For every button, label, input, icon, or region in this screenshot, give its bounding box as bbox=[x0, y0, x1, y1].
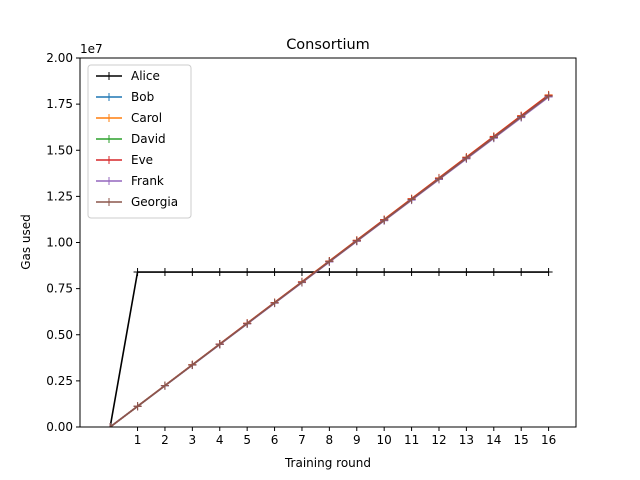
y-tick-label: 2.00 bbox=[46, 51, 73, 65]
x-tick-label: 6 bbox=[271, 433, 279, 447]
data-point-alice bbox=[133, 268, 142, 277]
data-point-georgia bbox=[407, 195, 416, 204]
data-point-alice bbox=[462, 268, 471, 277]
series-georgia bbox=[106, 92, 553, 427]
data-point-alice bbox=[160, 268, 169, 277]
legend-marker bbox=[105, 198, 113, 206]
data-point-georgia bbox=[215, 340, 224, 349]
data-point-alice bbox=[243, 268, 252, 277]
x-tick-label: 14 bbox=[486, 433, 501, 447]
legend-marker bbox=[105, 114, 113, 122]
data-point-georgia bbox=[517, 112, 526, 121]
y-tick-label: 0.75 bbox=[46, 282, 73, 296]
y-tick-label: 0.00 bbox=[46, 420, 73, 434]
legend-label: Eve bbox=[131, 153, 153, 167]
data-point-georgia bbox=[544, 92, 553, 101]
legend-item: Alice bbox=[96, 69, 160, 83]
y-axis-ticks: 0.00 0.25 0.50 0.75 1.00 1.25 1.50 1.75 2.00 bbox=[46, 51, 80, 434]
x-tick-label: 13 bbox=[459, 433, 474, 447]
legend-marker bbox=[105, 72, 113, 80]
x-tick-label: 7 bbox=[298, 433, 306, 447]
legend: Alice Bob Carol David Eve Frank Georgia bbox=[87, 64, 192, 219]
data-point-georgia bbox=[188, 360, 197, 369]
y-axis-label: Gas used bbox=[19, 214, 33, 270]
data-point-georgia bbox=[106, 423, 115, 427]
y-tick-label: 0.50 bbox=[46, 328, 73, 342]
legend-label: Carol bbox=[131, 111, 162, 125]
x-tick-label: 15 bbox=[514, 433, 529, 447]
data-point-alice bbox=[270, 268, 279, 277]
x-axis-ticks: 1 2 3 4 5 6 7 8 9 10 11 12 13 14 15 16 bbox=[134, 427, 556, 447]
x-tick-label: 10 bbox=[377, 433, 392, 447]
data-point-alice bbox=[489, 268, 498, 277]
data-point-georgia bbox=[434, 174, 443, 183]
legend-item: Carol bbox=[96, 111, 162, 125]
y-tick-label: 1.00 bbox=[46, 236, 73, 250]
legend-item: Frank bbox=[96, 174, 164, 188]
x-tick-label: 3 bbox=[189, 433, 197, 447]
series-alice bbox=[106, 268, 553, 427]
legend-item: David bbox=[96, 132, 166, 146]
legend-item: Georgia bbox=[96, 195, 178, 209]
data-point-alice bbox=[380, 268, 389, 277]
x-tick-label: 9 bbox=[353, 433, 361, 447]
legend-label: Bob bbox=[131, 90, 154, 104]
legend-label: David bbox=[131, 132, 166, 146]
data-point-georgia bbox=[243, 319, 252, 328]
data-point-georgia bbox=[133, 402, 142, 411]
x-tick-label: 4 bbox=[216, 433, 224, 447]
legend-box bbox=[87, 64, 192, 219]
x-axis-label: Training round bbox=[284, 456, 371, 470]
legend-label: Alice bbox=[131, 69, 160, 83]
data-point-alice bbox=[352, 268, 361, 277]
chart-title: Consortium bbox=[286, 37, 370, 53]
data-point-alice bbox=[544, 268, 553, 277]
data-point-georgia bbox=[352, 236, 361, 245]
data-point-alice bbox=[325, 268, 334, 277]
data-point-alice bbox=[407, 268, 416, 277]
data-point-georgia bbox=[325, 257, 334, 266]
y-tick-label: 1.50 bbox=[46, 143, 73, 157]
legend-marker bbox=[105, 93, 113, 101]
y-tick-label: 1.25 bbox=[46, 189, 73, 203]
x-tick-label: 1 bbox=[134, 433, 142, 447]
data-point-georgia bbox=[462, 154, 471, 163]
legend-item: Bob bbox=[96, 90, 154, 104]
data-point-georgia bbox=[489, 133, 498, 142]
legend-label: Georgia bbox=[131, 195, 178, 209]
data-point-alice bbox=[188, 268, 197, 277]
legend-label: Frank bbox=[131, 174, 164, 188]
x-tick-label: 12 bbox=[431, 433, 446, 447]
y-tick-label: 1.75 bbox=[46, 97, 73, 111]
x-tick-label: 8 bbox=[326, 433, 334, 447]
legend-marker bbox=[105, 177, 113, 185]
x-tick-label: 2 bbox=[161, 433, 169, 447]
legend-item: Eve bbox=[96, 153, 153, 167]
data-point-alice bbox=[215, 268, 224, 277]
x-tick-label: 16 bbox=[541, 433, 556, 447]
data-point-georgia bbox=[270, 298, 279, 307]
data-point-alice bbox=[434, 268, 443, 277]
x-tick-label: 5 bbox=[243, 433, 251, 447]
y-axis-offset-label: 1e7 bbox=[80, 42, 103, 56]
data-point-georgia bbox=[160, 381, 169, 390]
data-point-georgia bbox=[380, 216, 389, 225]
y-tick-label: 0.25 bbox=[46, 374, 73, 388]
data-point-alice bbox=[297, 268, 306, 277]
x-tick-label: 11 bbox=[404, 433, 419, 447]
data-point-georgia bbox=[297, 278, 306, 287]
data-point-alice bbox=[517, 268, 526, 277]
legend-marker bbox=[105, 156, 113, 164]
axes-frame bbox=[79, 57, 577, 428]
plot-area bbox=[106, 90, 553, 427]
legend-marker bbox=[105, 135, 113, 143]
